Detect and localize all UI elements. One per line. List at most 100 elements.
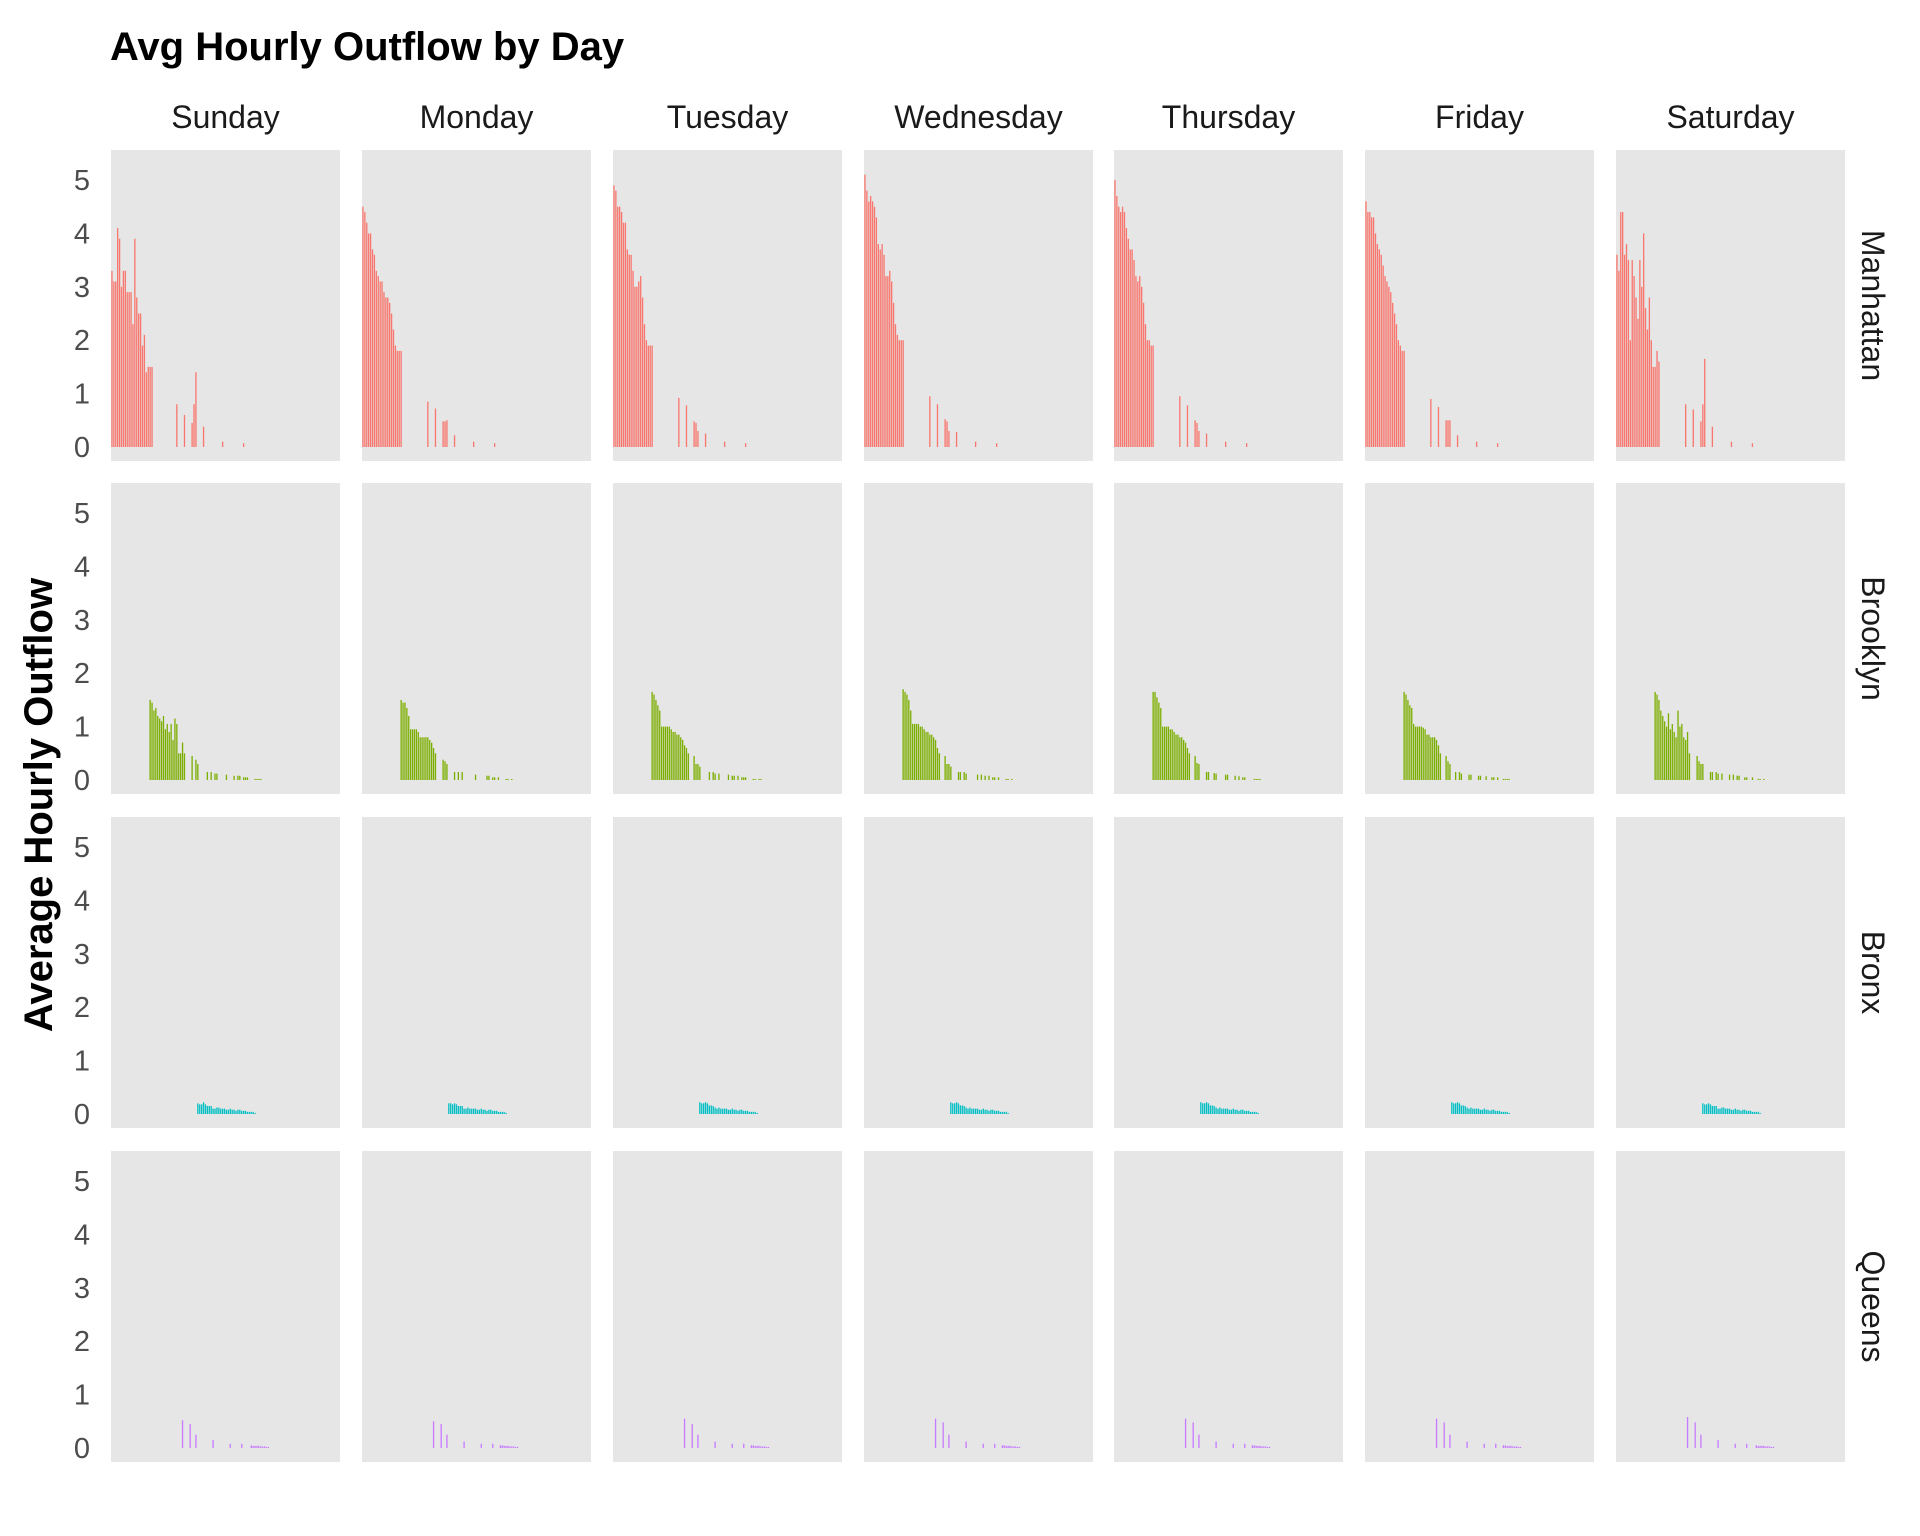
bar: [929, 734, 931, 780]
bar: [729, 1109, 732, 1114]
column-strip-label: Friday: [1435, 99, 1524, 135]
bar: [151, 702, 153, 780]
bar: [130, 292, 132, 447]
bar: [1213, 773, 1215, 780]
bar: [1232, 1108, 1234, 1114]
bar: [1154, 691, 1156, 780]
bar: [1388, 286, 1390, 447]
bar: [366, 222, 368, 447]
bar: [931, 734, 933, 780]
bar: [978, 1109, 981, 1114]
bar: [744, 777, 747, 780]
y-tick-label: 4: [74, 885, 90, 917]
bar: [1728, 1108, 1731, 1114]
bar: [727, 1109, 730, 1114]
bar: [408, 715, 410, 780]
bar: [718, 773, 720, 780]
bar: [132, 324, 134, 447]
bar: [1449, 1434, 1451, 1448]
bar: [894, 324, 897, 447]
bar: [1707, 1103, 1710, 1114]
bar: [1198, 430, 1200, 447]
bar: [1238, 776, 1240, 780]
bar: [990, 1109, 992, 1114]
bar: [957, 771, 960, 780]
bar: [1726, 1108, 1729, 1114]
bar: [927, 731, 929, 780]
bar: [183, 753, 186, 780]
bar: [442, 421, 444, 447]
bar: [873, 206, 876, 447]
bar: [1152, 691, 1154, 780]
bar: [1230, 1109, 1233, 1114]
bar: [1376, 244, 1379, 447]
bar: [1266, 1446, 1269, 1448]
bar: [122, 270, 125, 447]
bar: [744, 443, 747, 447]
bar: [1367, 212, 1369, 447]
bar: [118, 238, 121, 447]
bar: [501, 1445, 503, 1448]
bar: [1369, 212, 1371, 447]
bar: [493, 443, 496, 447]
bar: [208, 1105, 210, 1114]
bar: [756, 1445, 758, 1448]
bar: [113, 281, 115, 447]
bar: [1514, 1446, 1516, 1448]
bar: [892, 302, 895, 447]
bar: [1470, 774, 1472, 780]
bar: [1215, 1107, 1217, 1114]
bar: [1226, 774, 1229, 780]
bar: [760, 1446, 762, 1448]
bar: [980, 1109, 983, 1114]
bar: [1152, 345, 1154, 447]
bar: [756, 1112, 758, 1114]
bar: [1209, 1105, 1212, 1114]
bar: [661, 726, 663, 780]
bar: [1150, 345, 1152, 447]
bar: [630, 254, 632, 447]
bar: [1169, 729, 1171, 780]
bar: [1215, 1441, 1217, 1448]
bar: [1675, 737, 1677, 780]
y-tick-label: 3: [74, 939, 90, 971]
bar: [1644, 308, 1647, 447]
bar: [1240, 1109, 1242, 1114]
bar: [1186, 405, 1189, 447]
facet-panel: [1114, 1151, 1343, 1462]
bar: [176, 404, 178, 447]
bar: [444, 421, 446, 447]
bar: [1226, 1108, 1229, 1114]
bar: [1504, 1111, 1506, 1114]
bar: [1683, 737, 1685, 780]
bar: [1146, 340, 1149, 447]
bar: [1011, 1446, 1013, 1448]
bar: [1135, 276, 1137, 447]
bar: [1158, 702, 1160, 780]
bar: [1399, 345, 1401, 447]
bar: [708, 1105, 711, 1114]
bar: [1664, 721, 1666, 780]
bar: [1700, 1434, 1702, 1448]
bar: [655, 699, 657, 780]
bar: [699, 766, 701, 780]
bar: [138, 313, 140, 447]
bar: [1491, 1109, 1493, 1114]
bar: [237, 775, 239, 780]
bar: [1460, 1105, 1463, 1114]
bar: [1411, 707, 1413, 780]
bar: [1635, 297, 1637, 447]
bar: [1196, 422, 1198, 447]
bar: [1001, 1111, 1004, 1114]
bar: [1508, 1112, 1510, 1114]
bar: [651, 345, 653, 447]
bar: [180, 753, 182, 780]
bar: [440, 1423, 442, 1448]
bar: [1141, 286, 1143, 447]
bar: [628, 254, 630, 447]
bar: [143, 334, 146, 447]
bar: [371, 249, 374, 447]
bar: [417, 731, 419, 780]
bar: [446, 1434, 448, 1448]
bar: [725, 1108, 728, 1114]
